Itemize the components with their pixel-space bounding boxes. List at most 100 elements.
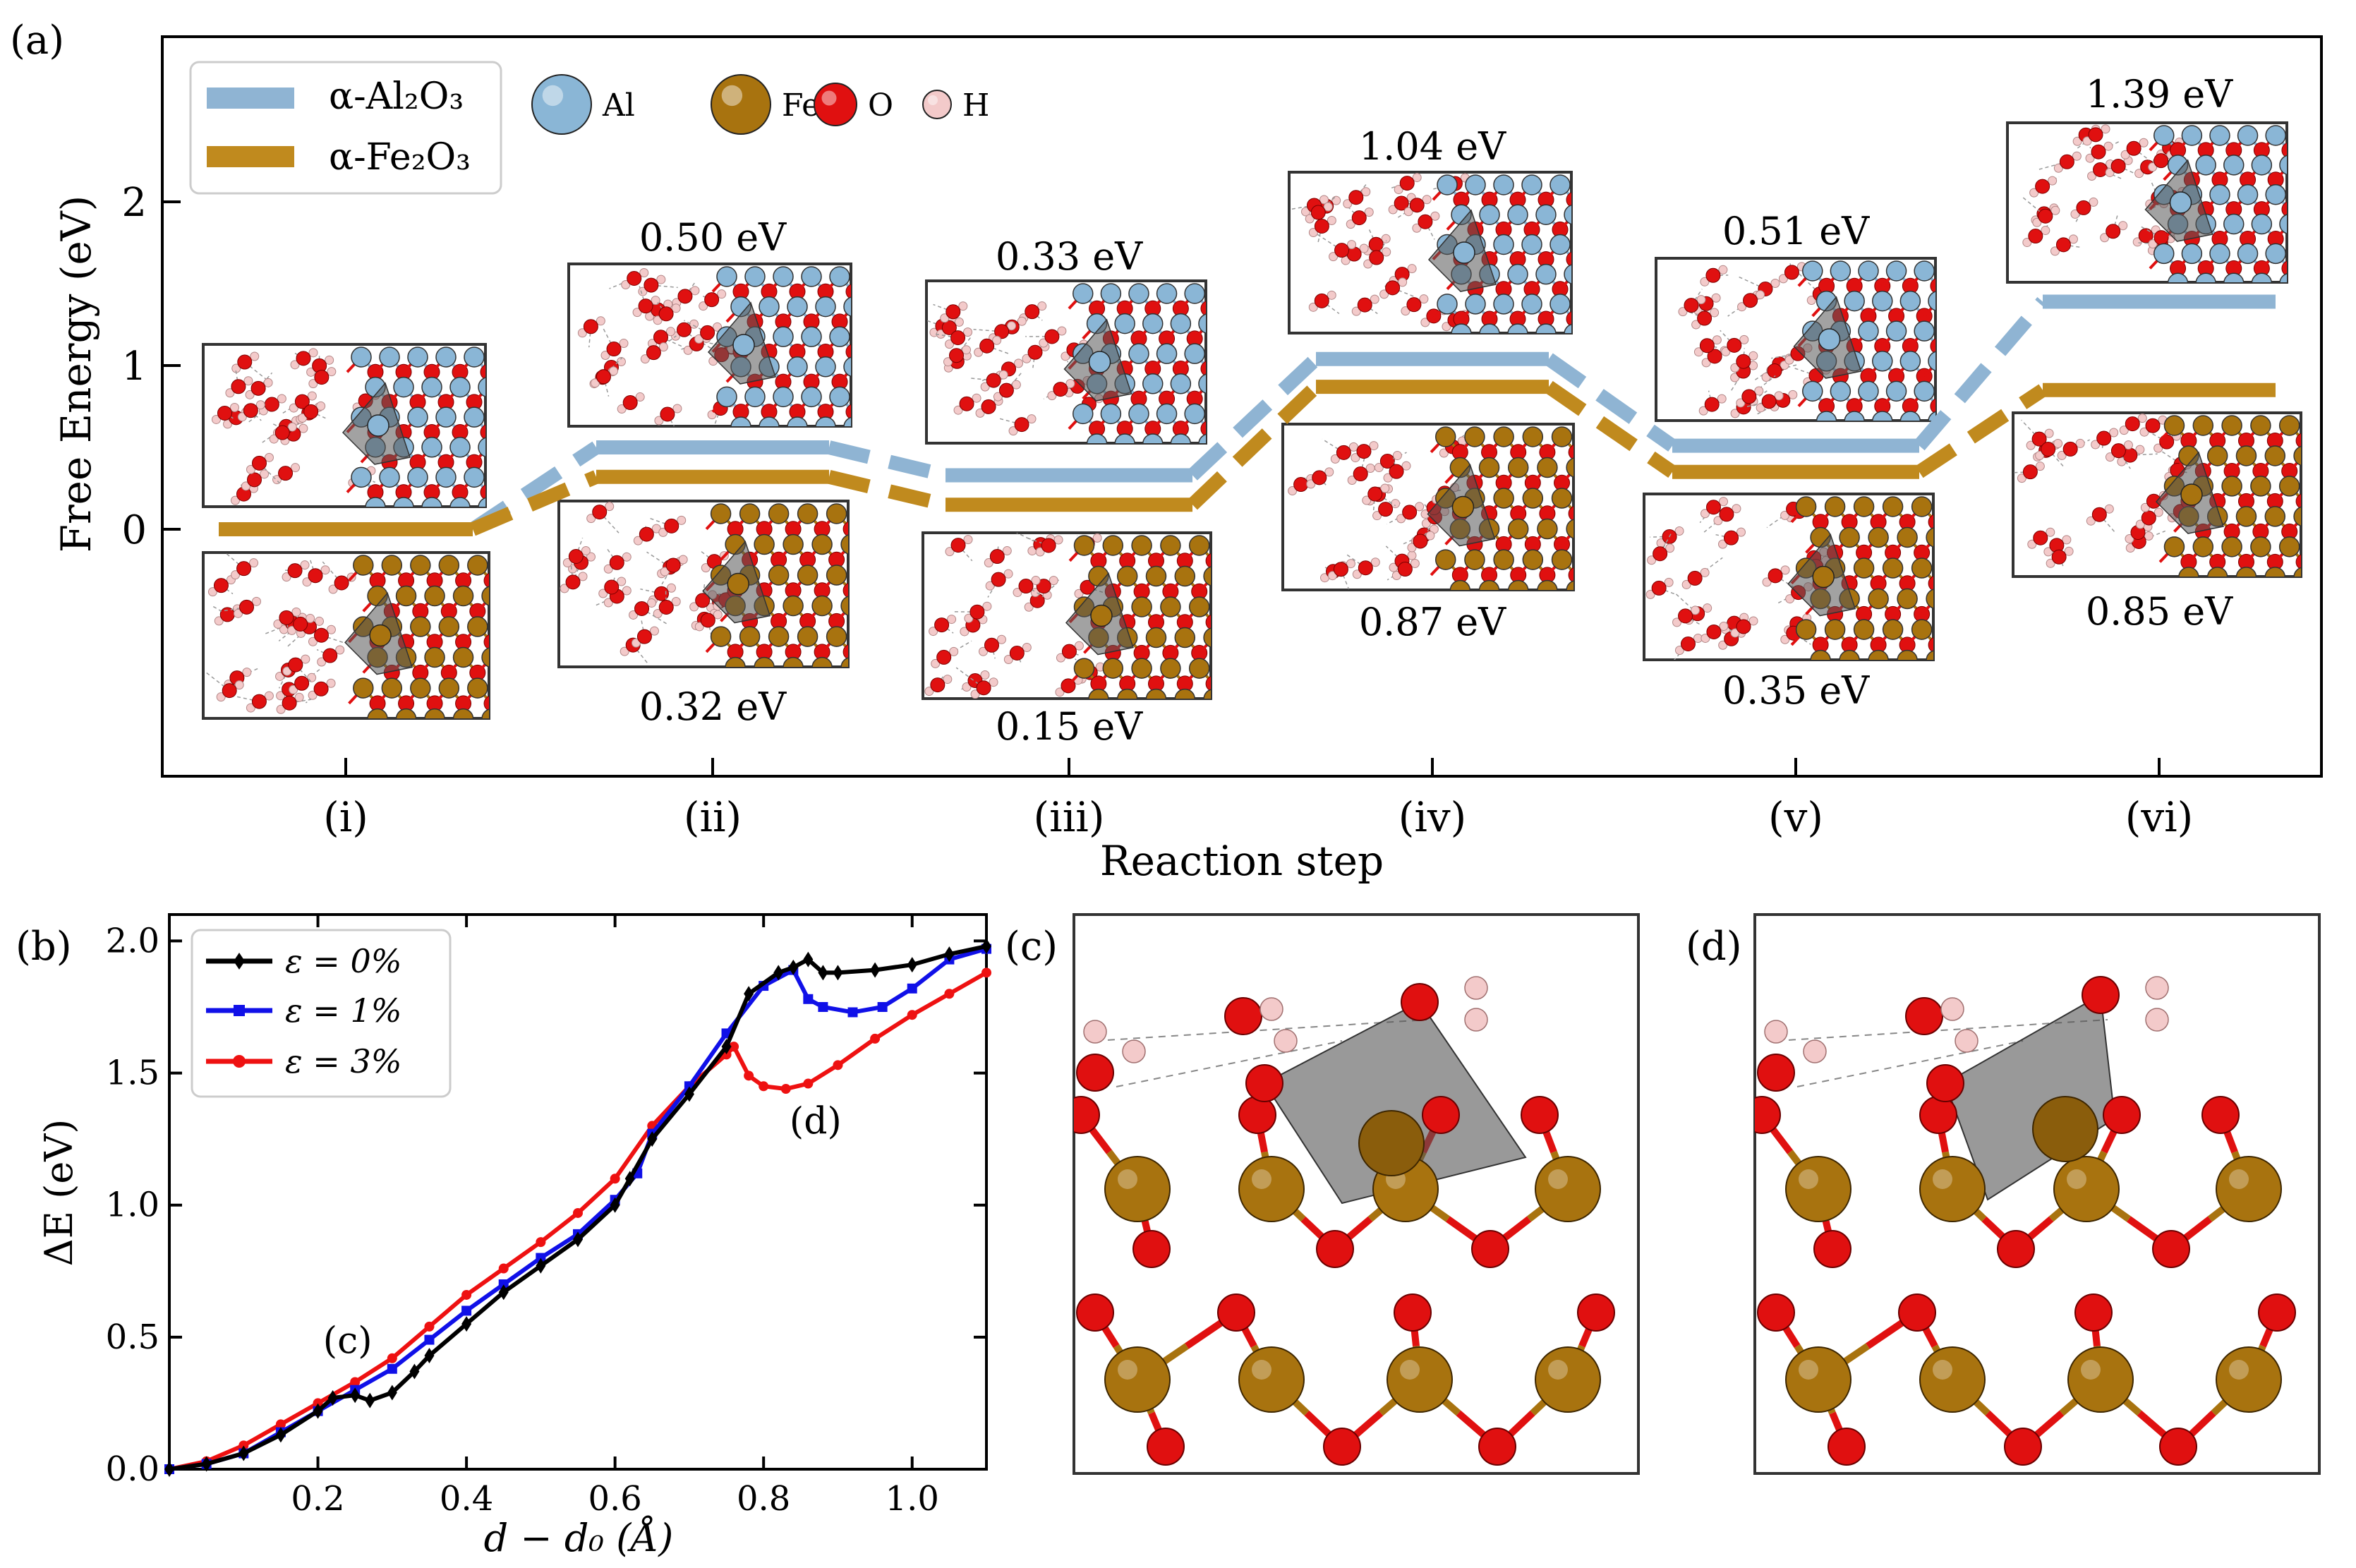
inset-fe-0-h-atom bbox=[234, 680, 244, 690]
inset-al-3-h-atom bbox=[1401, 306, 1410, 316]
inset-al-5-o-atom bbox=[2296, 172, 2312, 188]
energy-connector-fe2o3-4 bbox=[1545, 380, 1677, 478]
inset-fe-1-o-atom bbox=[800, 675, 816, 690]
inset-al-1-metal-atom bbox=[744, 386, 766, 408]
inset-al-2-metal-atom bbox=[1086, 433, 1108, 443]
inset-fe-5-bond bbox=[2245, 576, 2246, 577]
inset-fe-2-o-atom bbox=[1205, 615, 1211, 630]
x-tick-label-2: (ii) bbox=[684, 793, 742, 841]
inset-fe-1-metal-atom bbox=[768, 565, 790, 586]
inset-al-1-metal-atom bbox=[759, 416, 780, 426]
inset-fe-3-metal-atom bbox=[1434, 549, 1456, 570]
energy-labels: 0.50 eV 0.33 eV 1.04 eV 0.51 eV 1.39 eV 0.32 … bbox=[639, 72, 2233, 749]
inset-al-4-metal-atom bbox=[1872, 290, 1893, 312]
panelC-fe-atom bbox=[1238, 1156, 1305, 1222]
panelC-fe-atom bbox=[1535, 1156, 1601, 1222]
energy-connector-al2o3-3 bbox=[1188, 354, 1321, 481]
panelD-fe-atom bbox=[1785, 1346, 1851, 1413]
inset-al-3-bond bbox=[1574, 334, 1588, 349]
inset-al-2-metal-atom bbox=[1198, 373, 1206, 394]
inset-al-3-o-atom bbox=[1334, 243, 1350, 258]
inset-fe-3-metal-atom bbox=[1493, 488, 1514, 509]
inset-al-0-o-atom bbox=[231, 379, 246, 394]
inset-al-4-o-atom bbox=[1761, 394, 1777, 409]
panelD-o-atom bbox=[1757, 1293, 1795, 1332]
inset-al-3-h-atom bbox=[1319, 195, 1329, 205]
point-eps-2 bbox=[461, 1289, 472, 1300]
inset-fe-5-h-atom bbox=[2104, 504, 2114, 514]
energy-connector-fe2o3-5 bbox=[1915, 384, 2047, 478]
inset-fe-4-h-atom bbox=[1780, 634, 1790, 644]
inset-al-0-o-atom bbox=[217, 405, 232, 421]
inset-al-1-o-atom bbox=[860, 434, 876, 450]
structure-insets bbox=[202, 121, 2312, 722]
inset-al-2-metal-atom bbox=[1114, 313, 1135, 334]
inset-fe-0-o-atom bbox=[282, 695, 297, 711]
inset-al-3-h-atom bbox=[1361, 187, 1371, 197]
inset-fe-5-o-atom bbox=[2295, 433, 2301, 449]
inset-fe-1-bond bbox=[793, 666, 795, 667]
inset-al-1-metal-atom bbox=[815, 296, 836, 318]
inset-fe-2-hbond bbox=[1015, 533, 1041, 545]
inset-fe-1-h-atom bbox=[677, 515, 687, 525]
inset-fe-0-o-atom bbox=[334, 575, 349, 591]
inset-fe-4-metal-atom bbox=[1795, 496, 1817, 517]
inset-al-4-metal-atom bbox=[1914, 260, 1935, 282]
inset-al-2-h-atom bbox=[1027, 414, 1037, 424]
inset-al-3-o-atom bbox=[1552, 341, 1568, 356]
point-eps-1 bbox=[803, 994, 814, 1004]
point-eps-2 bbox=[536, 1237, 546, 1248]
inset-fe-4-metal-atom bbox=[1853, 619, 1875, 640]
inset-fe-1-metal-atom bbox=[811, 595, 833, 617]
inset-fe-4-metal-atom bbox=[1882, 619, 1904, 640]
inset-fe-1-o-atom bbox=[858, 613, 874, 629]
panelD-fe-highlight bbox=[1933, 1169, 1952, 1189]
inset-fe-1-hbond bbox=[632, 644, 648, 664]
inset-al-2-h-atom bbox=[943, 357, 953, 367]
inset-fe-5-o-atom bbox=[2041, 442, 2056, 457]
inset-al-5-metal-atom bbox=[2223, 213, 2245, 235]
inset-al-1-metal-atom bbox=[787, 416, 808, 426]
inset-fe-5-h-atom bbox=[2119, 426, 2129, 435]
inset-fe-5-metal-atom bbox=[2235, 506, 2257, 527]
inset-al-3-h-atom bbox=[1301, 207, 1311, 217]
inset-al-0-o-atom bbox=[303, 404, 319, 419]
inset-fe-2-h-atom bbox=[1003, 655, 1013, 665]
inset-al-4-metal-atom bbox=[1885, 260, 1907, 282]
inset-fe-1-bond bbox=[820, 666, 822, 667]
inset-al-3-h-atom bbox=[1327, 290, 1336, 300]
inset-al-2-metal-atom bbox=[1073, 403, 1094, 425]
inset-al-1-metal-atom bbox=[716, 266, 737, 287]
inset-fe-0-hbond bbox=[236, 667, 260, 679]
energy-label-al2o3-6: 1.39 eV bbox=[2086, 72, 2233, 116]
inset-al-3-metal-atom bbox=[1479, 204, 1500, 225]
inset-fe-0-bond bbox=[476, 596, 489, 613]
inset-al-2-o-atom bbox=[986, 373, 1001, 388]
inset-al-2-h-atom bbox=[974, 347, 984, 357]
inset-fe-4-h-atom bbox=[1700, 633, 1710, 643]
inset-al-0-h-atom bbox=[325, 355, 334, 365]
inset-fe-0-metal-atom bbox=[410, 555, 431, 576]
inset-al-3-h-atom bbox=[1308, 228, 1318, 238]
inset-fe-2-h-atom bbox=[943, 675, 953, 685]
inset-al-1-o-atom bbox=[677, 322, 692, 337]
energy-label-fe2o3-5: 0.35 eV bbox=[1722, 668, 1870, 713]
inset-al-5-bond bbox=[2290, 283, 2304, 298]
inset-fe-4-o-atom bbox=[1724, 530, 1739, 545]
inset-fe-1-o-atom bbox=[665, 557, 681, 573]
inset-fe-2-o-atom bbox=[1220, 706, 1236, 722]
inset-al-1-o-atom bbox=[644, 277, 659, 293]
inset-al-3-hbond bbox=[1392, 287, 1416, 298]
inset-al-4-metal-atom bbox=[1872, 351, 1893, 372]
legend-eps1-label: ε = 1% bbox=[285, 991, 401, 1030]
inset-al-1-o-atom bbox=[596, 369, 611, 385]
panelC-h-atom bbox=[1464, 976, 1488, 1000]
inset-fe-3-metal-atom bbox=[1537, 579, 1558, 590]
inset-al-5-hbond bbox=[2038, 161, 2067, 170]
inset-fe-1-metal-atom bbox=[754, 656, 775, 667]
inset-fe-0-hbond bbox=[295, 664, 313, 683]
inset-al-4-metal-atom bbox=[1899, 351, 1921, 372]
inset-al-1-hbond bbox=[698, 339, 723, 356]
inset-al-3-h-atom bbox=[1394, 185, 1403, 195]
inset-fe-0-bond bbox=[476, 658, 489, 674]
